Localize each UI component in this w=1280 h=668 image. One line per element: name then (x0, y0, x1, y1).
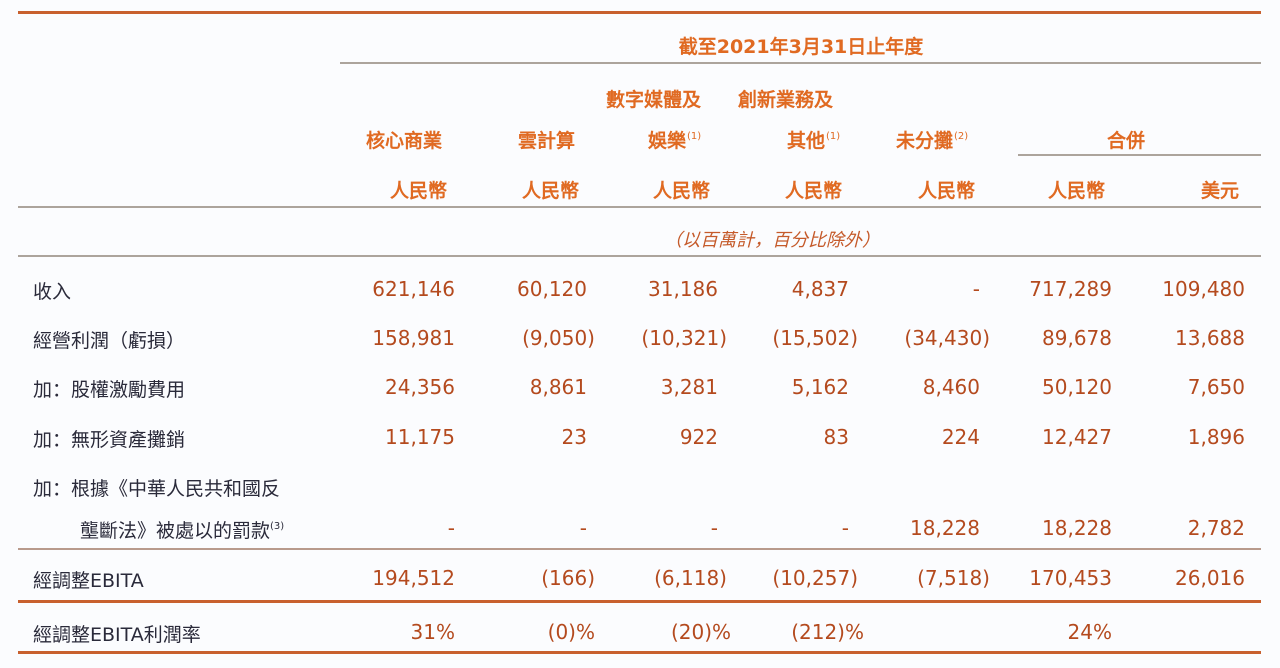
cell-consolidated-usd: 13,688 (1175, 326, 1245, 350)
cell-consolidated-usd: 7,650 (1187, 375, 1245, 399)
cell-core-commerce: - (447, 516, 455, 540)
cell-consolidated-rmb: 170,453 (1029, 566, 1112, 590)
cell-consolidated-rmb: 50,120 (1042, 375, 1112, 399)
cell-core-commerce: 194,512 (372, 566, 455, 590)
cell-consolidated-rmb: 717,289 (1029, 277, 1112, 301)
cell-unallocated: 18,228 (910, 516, 980, 540)
cell-core-commerce: 621,146 (372, 277, 455, 301)
cell-consolidated-usd: 109,480 (1162, 277, 1245, 301)
cell-others: 83 (823, 425, 849, 449)
group-header-innovation: 創新業務及 (738, 89, 834, 111)
cell-others: (10,257) (772, 566, 858, 590)
cell-consolidated-usd: 2,782 (1187, 516, 1245, 540)
subtotal-rule (18, 548, 1261, 550)
row-label: 加：根據《中華人民共和國反 (33, 478, 281, 500)
cell-consolidated-usd: 1,896 (1187, 425, 1245, 449)
group-header-digital-media: 數字媒體及 (606, 89, 702, 111)
cell-cloud: (166) (541, 566, 595, 590)
period-header-rule (340, 62, 1261, 64)
cell-consolidated-rmb: 24% (1067, 620, 1112, 644)
row-label: 經調整EBITA利潤率 (33, 624, 201, 646)
currency-unallocated: 人民幣 (918, 180, 976, 202)
row-label: 經營利潤（虧損） (33, 330, 186, 352)
currency-others: 人民幣 (785, 180, 843, 202)
cell-others: (15,502) (772, 326, 858, 350)
currency-core-commerce: 人民幣 (390, 180, 448, 202)
cell-entertainment: 922 (679, 425, 718, 449)
cell-others: - (841, 516, 849, 540)
cell-consolidated-usd: 26,016 (1175, 566, 1245, 590)
row-label-continued: 壟斷法》被處以的罰款(3) (80, 520, 285, 542)
row-label: 加：股權激勵費用 (33, 379, 186, 401)
cell-unallocated: 224 (941, 425, 980, 449)
cell-core-commerce: 31% (410, 620, 455, 644)
cell-unallocated: - (972, 277, 980, 301)
column-header-core-commerce: 核心商業 (366, 130, 443, 152)
currency-consolidated-rmb: 人民幣 (1048, 180, 1106, 202)
cell-entertainment: 31,186 (648, 277, 718, 301)
cell-entertainment: - (710, 516, 718, 540)
cell-cloud: 8,861 (529, 375, 587, 399)
cell-consolidated-rmb: 18,228 (1042, 516, 1112, 540)
cell-core-commerce: 158,981 (372, 326, 455, 350)
row-label: 經調整EBITA (33, 570, 144, 592)
column-header-consolidated: 合併 (1107, 130, 1146, 152)
column-header-cloud: 雲計算 (518, 130, 576, 152)
cell-consolidated-rmb: 89,678 (1042, 326, 1112, 350)
cell-others: 4,837 (791, 277, 849, 301)
row-label: 收入 (33, 281, 72, 303)
cell-others: (212)% (791, 620, 864, 644)
cell-cloud: (9,050) (522, 326, 595, 350)
cell-unallocated: (7,518) (917, 566, 990, 590)
column-header-entertainment: 娛樂(1) (648, 130, 702, 152)
currency-entertainment: 人民幣 (653, 180, 711, 202)
currency-consolidated-usd: 美元 (1201, 180, 1240, 202)
bottom-rule (18, 651, 1261, 654)
cell-cloud: 23 (561, 425, 587, 449)
ebita-rule (18, 600, 1261, 603)
unit-note-rule (18, 255, 1261, 257)
cell-core-commerce: 11,175 (385, 425, 455, 449)
consolidated-header-rule (1018, 154, 1261, 156)
cell-unallocated: (34,430) (904, 326, 990, 350)
cell-cloud: - (579, 516, 587, 540)
currency-cloud: 人民幣 (522, 180, 580, 202)
cell-unallocated: 8,460 (922, 375, 980, 399)
cell-entertainment: 3,281 (660, 375, 718, 399)
cell-entertainment: (6,118) (654, 566, 727, 590)
cell-cloud: 60,120 (517, 277, 587, 301)
cell-cloud: (0)% (547, 620, 595, 644)
cell-entertainment: (20)% (670, 620, 731, 644)
column-header-unallocated: 未分攤(2) (896, 130, 969, 152)
cell-consolidated-rmb: 12,427 (1042, 425, 1112, 449)
cell-others: 5,162 (791, 375, 849, 399)
top-rule (18, 11, 1261, 14)
cell-core-commerce: 24,356 (385, 375, 455, 399)
column-header-others: 其他(1) (787, 130, 841, 152)
currency-rule (18, 206, 1261, 208)
unit-note: （以百萬計，百分比除外） (664, 230, 880, 251)
period-header: 截至2021年3月31日止年度 (678, 36, 924, 58)
cell-entertainment: (10,321) (641, 326, 727, 350)
row-label: 加：無形資產攤銷 (33, 429, 186, 451)
